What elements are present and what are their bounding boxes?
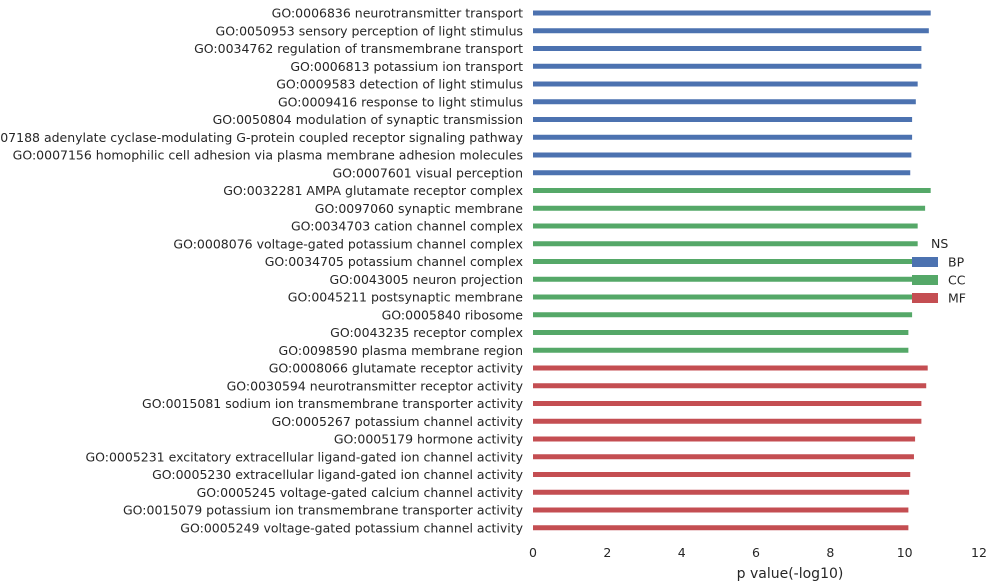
bars-layer (533, 10, 931, 531)
category-label: GO:0043005 neuron projection (329, 272, 523, 287)
bar-cc-20 (533, 347, 909, 353)
category-labels: GO:0006836 neurotransmitter transport GO:… (0, 6, 524, 536)
bar-mf-26 (533, 454, 914, 460)
category-label: GO:0034703 cation channel complex (291, 219, 523, 234)
category-label: GO:0045211 postsynaptic membrane (288, 290, 524, 305)
x-axis-label: p value(-log10) (737, 566, 844, 582)
legend-swatch-bp (912, 257, 938, 267)
bar-cc-15 (533, 259, 914, 264)
bar-mf-28 (533, 489, 910, 495)
x-tick-label: 4 (678, 545, 686, 560)
category-label: GO:0032281 AMPA glutamate receptor compl… (223, 183, 523, 198)
category-label: GO:0005840 ribosome (382, 307, 524, 322)
category-label: GO:0015081 sodium ion transmembrane tran… (142, 396, 524, 411)
x-tick-label: 8 (826, 545, 834, 560)
bar-cc-17 (533, 294, 913, 300)
bar-bp-5 (533, 81, 918, 87)
bar-mf-27 (533, 472, 911, 477)
bar-mf-29 (533, 507, 909, 513)
bar-cc-11 (533, 188, 931, 193)
category-label: GO:0005245 voltage-gated calcium channel… (197, 485, 524, 500)
category-label: GO:0034705 potassium channel complex (265, 254, 523, 269)
bar-bp-6 (533, 99, 916, 105)
category-label: GO:0009416 response to light stimulus (278, 94, 523, 109)
bar-mf-23 (533, 401, 922, 406)
category-label: GO:0097060 synaptic membrane (315, 201, 524, 216)
category-label: GO:0005249 voltage-gated potassium chann… (180, 520, 523, 535)
category-label: GO:0007156 homophilic cell adhesion via … (13, 148, 523, 163)
category-label: GO:0043235 receptor complex (330, 325, 523, 340)
category-label: GO:0050953 sensory perception of light s… (216, 23, 523, 38)
bar-bp-7 (533, 117, 913, 122)
bar-bp-10 (533, 170, 911, 176)
category-label: GO:0009583 detection of light stimulus (276, 77, 523, 92)
x-tick-label: 0 (529, 545, 537, 560)
bar-bp-1 (533, 10, 931, 16)
bar-cc-13 (533, 223, 918, 229)
legend-label-mf: MF (948, 291, 966, 306)
category-label: GO:0034762 regulation of transmembrane t… (194, 41, 523, 56)
bar-mf-22 (533, 383, 927, 389)
bar-bp-4 (533, 63, 922, 69)
bar-mf-21 (533, 365, 928, 371)
legend-swatch-cc (912, 275, 938, 285)
bar-mf-24 (533, 418, 922, 424)
bar-bp-3 (533, 46, 922, 51)
category-label: GO:0007601 visual perception (332, 165, 523, 180)
category-label: GO:0050804 modulation of synaptic transm… (213, 112, 523, 127)
bar-cc-18 (533, 312, 913, 318)
category-label: GO:0005267 potassium channel activity (272, 414, 524, 429)
legend-label-bp: BP (948, 255, 965, 270)
category-label: GO:0015079 potassium ion transmembrane t… (123, 503, 524, 518)
category-label: GO:0005230 extracellular ligand-gated io… (152, 467, 524, 482)
x-axis: 0 2 4 6 8 10 12 (529, 545, 987, 560)
legend-label-cc: CC (948, 273, 966, 288)
category-label: GO:0006836 neurotransmitter transport (272, 6, 523, 21)
bar-cc-19 (533, 330, 909, 335)
bar-mf-25 (533, 436, 916, 442)
bar-bp-9 (533, 152, 912, 158)
legend: NS BP CC MF (912, 236, 966, 306)
category-label: GO:0005231 excitatory extracellular liga… (85, 449, 523, 464)
bar-cc-16 (533, 276, 913, 282)
category-label: GO:0030594 neurotransmitter receptor act… (227, 378, 524, 393)
bar-cc-12 (533, 205, 926, 211)
category-label: GO:0006813 potassium ion transport (290, 59, 523, 74)
legend-title: NS (931, 236, 948, 251)
bar-cc-14 (533, 241, 918, 247)
bar-bp-8 (533, 134, 913, 140)
bar-bp-2 (533, 28, 929, 34)
category-label: GO:0008066 glutamate receptor activity (269, 361, 524, 376)
x-tick-label: 12 (971, 545, 987, 560)
legend-swatch-mf (912, 293, 938, 303)
category-label: GO:0008076 voltage-gated potassium chann… (173, 236, 523, 251)
category-label: GO:0007188 adenylate cyclase-modulating … (0, 130, 524, 145)
x-tick-label: 10 (897, 545, 913, 560)
x-tick-label: 6 (752, 545, 760, 560)
category-label: GO:0098590 plasma membrane region (279, 343, 523, 358)
category-label: GO:0005179 hormone activity (334, 432, 524, 447)
x-tick-label: 2 (603, 545, 611, 560)
bar-mf-30 (533, 525, 909, 531)
